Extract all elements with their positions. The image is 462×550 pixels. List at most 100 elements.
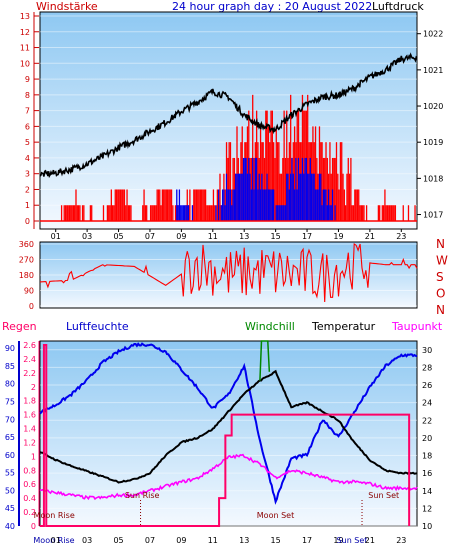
wind-axis-tick: 3	[25, 170, 30, 179]
wind-axis-tick: 2	[25, 185, 30, 194]
temp-axis-tick: 10	[422, 522, 432, 531]
wind-bar	[351, 205, 353, 221]
wind-bar	[165, 189, 167, 221]
bottom-x-label: Moon Rise	[33, 536, 74, 545]
gust-bar	[262, 189, 264, 221]
gust-bar	[241, 173, 243, 221]
wind-bar	[199, 189, 202, 221]
wind-bar	[341, 142, 343, 221]
wind-bar	[76, 205, 78, 221]
temp-axis-tick: 24	[422, 399, 432, 408]
gust-bar	[321, 205, 323, 221]
gust-bar	[330, 205, 332, 221]
bottom-x-label: 19	[333, 536, 343, 545]
gust-bar	[269, 189, 271, 221]
gust-bar	[293, 189, 296, 221]
direction-axis-tick: 360	[19, 240, 34, 249]
gust-bar	[313, 173, 315, 221]
bottom-x-label: 09	[176, 536, 186, 545]
wind-bar	[279, 173, 281, 221]
wind-bar	[81, 205, 84, 221]
wind-bar	[325, 142, 327, 221]
gust-bar	[334, 205, 336, 221]
wind-bar	[219, 173, 221, 221]
wind-bar	[151, 205, 153, 221]
pressure-line	[39, 52, 418, 179]
bottom-x-label: 21	[365, 536, 375, 545]
gust-bar	[191, 205, 194, 221]
wind-bar	[407, 205, 410, 221]
gust-bar	[249, 173, 251, 221]
wind-bar	[288, 142, 291, 221]
wind-bar	[274, 157, 276, 221]
gust-bar	[261, 173, 263, 221]
wind-bar	[189, 189, 191, 221]
humidity-axis-tick: 70	[5, 415, 15, 424]
wind-bar	[75, 189, 77, 221]
wind-bar	[110, 189, 112, 221]
gust-bar	[270, 189, 272, 221]
gust-bar	[286, 173, 288, 221]
wind-bar	[384, 189, 386, 221]
wind-bar	[68, 205, 71, 221]
gust-bar	[236, 173, 238, 221]
gust-bar	[283, 205, 285, 221]
rain-axis-tick: 0.8	[23, 466, 36, 475]
wind-bar	[334, 157, 336, 221]
gust-bar	[331, 189, 334, 221]
label-windchill: Windchill	[245, 320, 295, 333]
gust-bar	[318, 173, 321, 221]
rain-axis-tick: 0.4	[23, 494, 36, 503]
x-tick-label: 23	[396, 232, 406, 241]
wind-bar	[382, 205, 385, 221]
gust-bar	[284, 205, 287, 221]
wind-bar	[111, 205, 114, 221]
wind-direction-line	[39, 243, 418, 303]
gust-bar	[245, 157, 247, 221]
wind-bar	[143, 189, 145, 221]
x-tick-label: 05	[113, 232, 123, 241]
gust-bar	[218, 189, 220, 221]
x-tick-label: 01	[51, 232, 61, 241]
wind-bar	[270, 110, 272, 221]
wind-bar	[168, 189, 170, 221]
gust-bar	[265, 189, 267, 221]
wind-bar	[278, 142, 280, 221]
rain-axis-tick: 2.4	[23, 355, 36, 364]
wind-bar	[125, 205, 127, 221]
wind-bar	[393, 205, 395, 221]
wind-bar	[194, 189, 196, 221]
x-tick-label: 21	[365, 232, 375, 241]
wind-bar	[106, 205, 109, 221]
wind-bar	[267, 126, 270, 221]
gust-bar	[215, 205, 217, 221]
pressure-axis-tick: 1019	[423, 138, 443, 147]
gust-bar	[252, 157, 254, 221]
gust-bar	[267, 189, 270, 221]
wind-bar	[307, 94, 309, 221]
gust-bar	[177, 205, 179, 221]
compass-letter: O	[436, 287, 445, 301]
wind-bar	[152, 205, 154, 221]
wind-bar	[333, 157, 335, 221]
wind-bar	[89, 205, 92, 221]
gust-bar	[225, 173, 228, 221]
compass-letter: N	[436, 237, 445, 251]
compass-letter: S	[436, 270, 444, 284]
gust-bar	[253, 189, 255, 221]
gust-bar	[280, 205, 283, 221]
wind-axis-tick: 7	[25, 107, 30, 116]
wind-bar	[390, 205, 393, 221]
wind-bar	[108, 205, 110, 221]
wind-axis-tick: 10	[20, 59, 30, 68]
wind-bar	[321, 142, 323, 221]
wind-bar	[201, 189, 203, 221]
gust-bar	[292, 173, 294, 221]
gust-bar	[181, 205, 183, 221]
panel-temp-humidity	[39, 340, 418, 527]
humidity-axis-tick: 80	[5, 380, 15, 389]
label-temperature: Temperatur	[311, 320, 376, 333]
rain-axis-tick: 2	[31, 383, 36, 392]
wind-bar	[83, 205, 85, 221]
wind-bar	[160, 205, 162, 221]
